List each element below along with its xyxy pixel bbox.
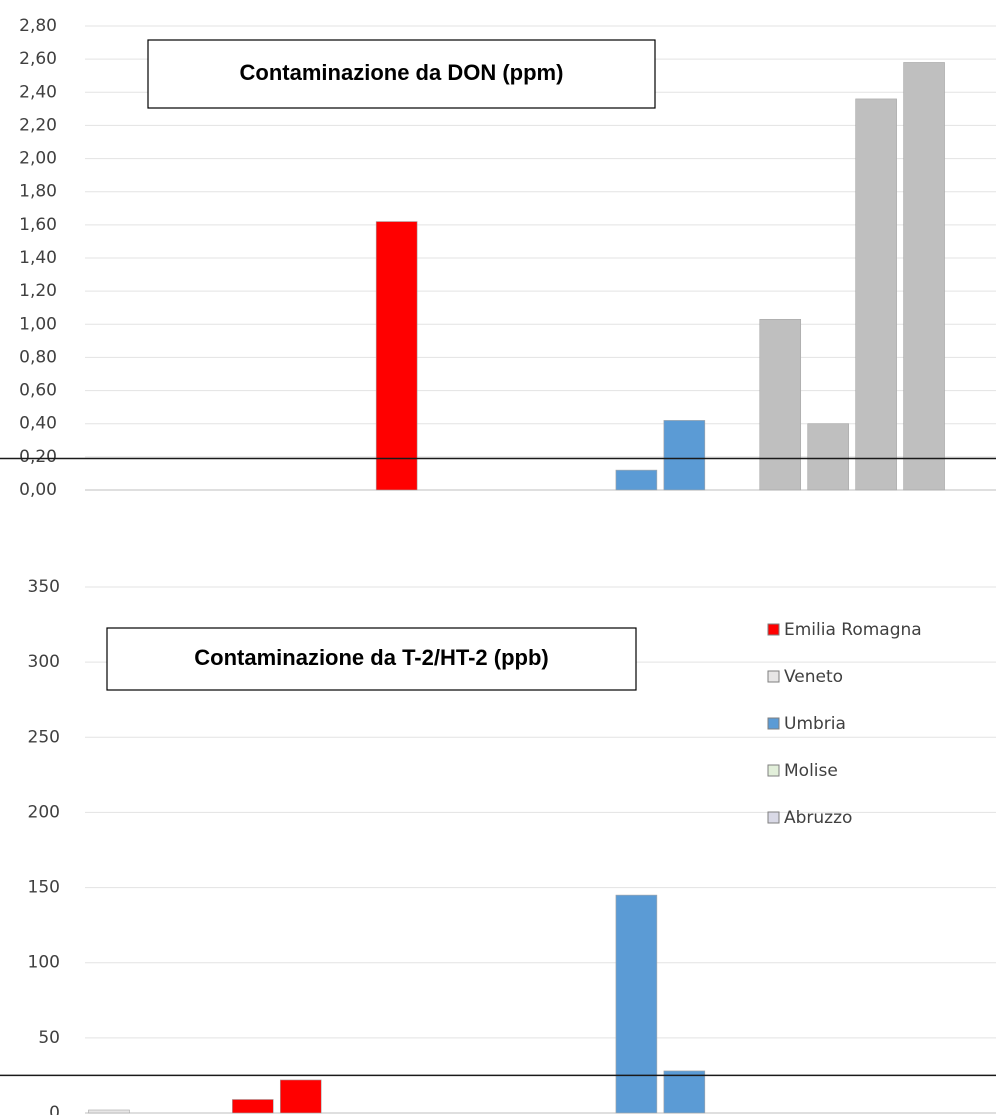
y-tick-label: 350: [28, 577, 60, 597]
bar: [855, 98, 897, 491]
y-tick-label: 0,80: [19, 347, 57, 367]
y-tick-label: 200: [28, 802, 60, 822]
bar: [663, 420, 706, 491]
y-tick-label: 2,80: [19, 16, 57, 36]
y-tick-label: 0,60: [19, 381, 57, 401]
y-tick-label: 2,60: [19, 49, 57, 69]
y-tick-label: 2,20: [19, 115, 57, 135]
y-tick-label: 1,20: [19, 281, 57, 301]
legend-swatch: [767, 623, 780, 636]
legend-label: Abruzzo: [784, 808, 852, 828]
bar: [88, 1109, 130, 1114]
bar: [903, 62, 945, 491]
y-tick-label: 0,40: [19, 414, 57, 434]
y-tick-label: 0,00: [19, 480, 57, 500]
bar: [375, 221, 418, 491]
title-box: [106, 627, 637, 691]
legend-label: Veneto: [784, 667, 843, 687]
legend-swatch: [767, 670, 780, 683]
y-tick-label: 100: [28, 953, 60, 973]
bar: [759, 319, 802, 491]
legend-label: Molise: [784, 761, 838, 781]
chart-title: Contaminazione da DON (ppm): [240, 60, 564, 85]
title-box: [147, 39, 656, 109]
legend-swatch: [767, 811, 780, 824]
legend-swatch: [767, 717, 780, 730]
legend-swatch: [767, 764, 780, 777]
bar: [615, 469, 658, 491]
y-tick-label: 250: [28, 727, 60, 747]
y-tick-label: 1,40: [19, 248, 57, 268]
y-tick-label: 1,80: [19, 182, 57, 202]
legend-label: Umbria: [784, 714, 846, 734]
legend-label: Emilia Romagna: [784, 620, 922, 640]
y-tick-label: 150: [28, 878, 60, 898]
bar: [615, 894, 658, 1114]
y-tick-label: 2,00: [19, 149, 57, 169]
y-tick-label: 0: [49, 1103, 60, 1115]
y-tick-label: 0,20: [19, 447, 57, 467]
y-tick-label: 50: [38, 1028, 60, 1048]
chart-title: Contaminazione da T-2/HT-2 (ppb): [194, 645, 548, 670]
y-tick-label: 1,00: [19, 314, 57, 334]
y-tick-label: 300: [28, 652, 60, 672]
y-tick-label: 1,60: [19, 215, 57, 235]
bar: [232, 1099, 274, 1114]
bar: [807, 423, 849, 491]
bar: [663, 1070, 706, 1114]
y-tick-label: 2,40: [19, 82, 57, 102]
bar: [279, 1079, 322, 1114]
